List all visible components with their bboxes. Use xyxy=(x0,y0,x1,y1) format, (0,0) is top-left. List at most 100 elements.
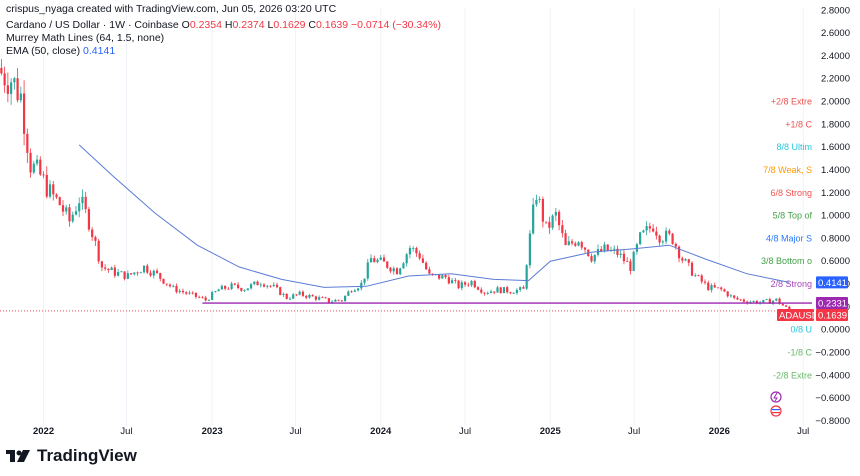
x-tick-label: Jul xyxy=(289,426,301,437)
ema-value: 0.4141 xyxy=(83,45,116,57)
candle-body xyxy=(256,281,259,286)
candle-body xyxy=(262,284,266,287)
candle-body xyxy=(165,283,168,285)
candle-body xyxy=(710,285,713,291)
y-tick-label: 0.0000 xyxy=(821,325,850,336)
ema-indicator[interactable]: EMA (50, close) 0.4141 xyxy=(6,45,115,57)
candle-body xyxy=(664,230,668,242)
candle-body xyxy=(726,291,729,297)
candle-body xyxy=(661,241,664,243)
candle-body xyxy=(476,287,480,290)
candle-body xyxy=(295,294,298,296)
flag-stripe-red xyxy=(772,412,780,414)
candle-body xyxy=(71,214,74,222)
y-tick-label: −0.6000 xyxy=(815,393,850,404)
candle-body xyxy=(32,163,35,173)
candle-body xyxy=(703,281,707,283)
candle-body xyxy=(272,284,275,287)
candle-body xyxy=(120,271,123,273)
candle-body xyxy=(720,287,723,290)
candle-body xyxy=(629,261,632,271)
candle-body xyxy=(564,233,567,246)
candle-body xyxy=(81,196,84,204)
candle-body xyxy=(376,259,379,263)
candle-body xyxy=(211,292,214,300)
candle-body xyxy=(162,278,165,284)
candle-body xyxy=(19,93,22,101)
lightning-bolt xyxy=(773,392,778,402)
tradingview-logo[interactable]: TradingView xyxy=(6,446,137,466)
candle-body xyxy=(233,283,236,285)
candle-body xyxy=(133,272,136,275)
symbol-name[interactable]: Cardano / US Dollar · 1W · Coinbase xyxy=(6,19,179,31)
candle-body xyxy=(713,285,716,288)
candle-body xyxy=(16,78,19,101)
candle-body xyxy=(292,294,295,299)
candle-body xyxy=(554,211,557,216)
candle-body xyxy=(619,253,622,255)
candle-body xyxy=(522,287,525,289)
candle-body xyxy=(288,298,292,300)
y-tick-label: 0.6000 xyxy=(821,256,850,267)
candle-body xyxy=(45,174,48,197)
candle-body xyxy=(463,282,467,285)
x-axis[interactable]: 2022 Jul 2023 Jul 2024 Jul 2025 Jul 2026 Jul xyxy=(33,426,809,437)
candle-body xyxy=(600,249,603,252)
candle-body xyxy=(84,196,87,210)
lightning-icon[interactable] xyxy=(770,391,782,403)
candle-body xyxy=(318,297,321,300)
murrey-level-label: 7/8 Weak, S xyxy=(763,165,812,175)
candle-body xyxy=(48,184,52,197)
y-tick-label: 1.4000 xyxy=(821,165,850,176)
candle-body xyxy=(496,287,499,293)
ema-line xyxy=(78,144,790,288)
x-tick-label: 2023 xyxy=(202,426,223,437)
close-value: 0.1639 xyxy=(316,19,349,31)
candle-body xyxy=(752,300,755,302)
price-tag: 0.2331 xyxy=(816,297,848,310)
candle-body xyxy=(10,82,13,94)
candle-body xyxy=(3,73,6,86)
candle-body xyxy=(126,273,129,279)
candle-body xyxy=(97,240,100,262)
candle-body xyxy=(545,221,548,223)
candle-body xyxy=(363,278,366,283)
candle-body xyxy=(149,272,152,276)
murrey-level-label: 6/8 Strong xyxy=(770,188,812,198)
candle-body xyxy=(152,270,155,276)
candle-body xyxy=(230,283,233,289)
candle-body xyxy=(298,291,301,295)
price-tag-text: ADAUSD xyxy=(779,311,819,322)
candle-body xyxy=(373,258,376,263)
candle-body xyxy=(392,268,395,272)
candle-body xyxy=(266,285,269,287)
y-tick-label: 0.8000 xyxy=(821,233,850,244)
price-tag-bg xyxy=(816,276,848,289)
candle-body xyxy=(347,291,350,296)
x-tick-label: Jul xyxy=(628,426,640,437)
y-axis[interactable]: 2.8000 2.6000 2.4000 2.2000 2.0000 1.8000 1.60… xyxy=(815,5,850,427)
candle-body xyxy=(275,284,279,288)
candle-body xyxy=(583,247,587,250)
candle-body xyxy=(0,67,3,74)
candle-body xyxy=(301,291,305,296)
candle-body xyxy=(525,265,528,289)
candle-body xyxy=(408,248,412,255)
candle-body xyxy=(29,152,32,173)
candle-body xyxy=(181,290,185,293)
candle-body xyxy=(687,259,690,263)
candle-body xyxy=(700,275,703,282)
candle-body xyxy=(502,287,506,294)
candle-body xyxy=(253,281,256,285)
candle-body xyxy=(389,267,392,272)
candle-body xyxy=(178,290,181,293)
candle-body xyxy=(337,299,340,301)
candle-body xyxy=(425,262,428,270)
axis-icons[interactable] xyxy=(770,391,782,417)
candle-body xyxy=(655,231,658,236)
candle-body xyxy=(334,299,337,302)
flag-icon[interactable] xyxy=(770,405,782,417)
candle-body xyxy=(454,280,457,281)
murrey-indicator-label[interactable]: Murrey Math Lines (64, 1.5, none) xyxy=(6,32,165,44)
